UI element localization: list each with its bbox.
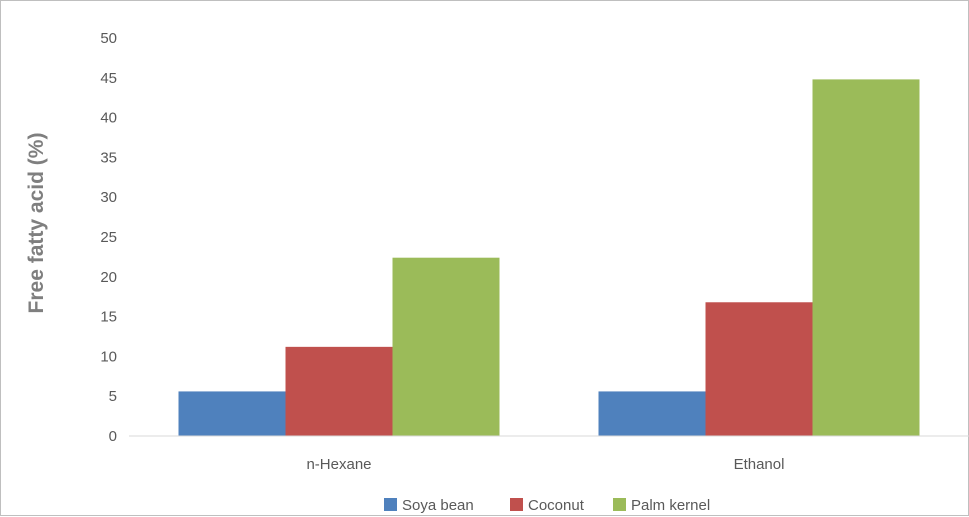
bar-coconut-ethanol: [705, 302, 813, 436]
bars: [178, 79, 920, 436]
y-axis-title-group: Free fatty acid (%): [25, 133, 48, 314]
y-tick-label: 15: [100, 309, 117, 326]
legend-swatch: [613, 498, 626, 511]
x-tick-label: Ethanol: [734, 456, 785, 473]
y-axis-ticks: 0 5 10 15 20 25 30 35 40 45 50: [100, 30, 117, 445]
bar-coconut-n-hexane: [285, 346, 393, 436]
bar-palm-kernel-n-hexane: [392, 257, 500, 436]
y-tick-label: 20: [100, 269, 117, 286]
x-axis-labels: n-Hexane Ethanol: [306, 456, 784, 473]
x-tick-label: n-Hexane: [306, 456, 371, 473]
y-tick-label: 40: [100, 110, 117, 127]
legend-label: Soya bean: [402, 497, 474, 514]
y-tick-label: 35: [100, 149, 117, 166]
legend-swatch: [384, 498, 397, 511]
bar-soya-bean-ethanol: [598, 391, 706, 436]
legend-label: Coconut: [528, 497, 585, 514]
y-tick-label: 45: [100, 70, 117, 87]
legend-item: Coconut: [510, 497, 585, 514]
legend-label: Palm kernel: [631, 497, 710, 514]
legend: Soya bean Coconut Palm kernel: [384, 497, 710, 514]
y-tick-label: 25: [100, 229, 117, 246]
bar-palm-kernel-ethanol: [812, 79, 920, 436]
legend-item: Soya bean: [384, 497, 474, 514]
y-tick-label: 10: [100, 348, 117, 365]
y-tick-label: 0: [109, 428, 117, 445]
legend-swatch: [510, 498, 523, 511]
bar-soya-bean-n-hexane: [178, 391, 286, 436]
y-tick-label: 5: [109, 388, 117, 405]
y-tick-label: 50: [100, 30, 117, 47]
y-tick-label: 30: [100, 189, 117, 206]
legend-item: Palm kernel: [613, 497, 710, 514]
y-axis-title: Free fatty acid (%): [25, 133, 48, 314]
